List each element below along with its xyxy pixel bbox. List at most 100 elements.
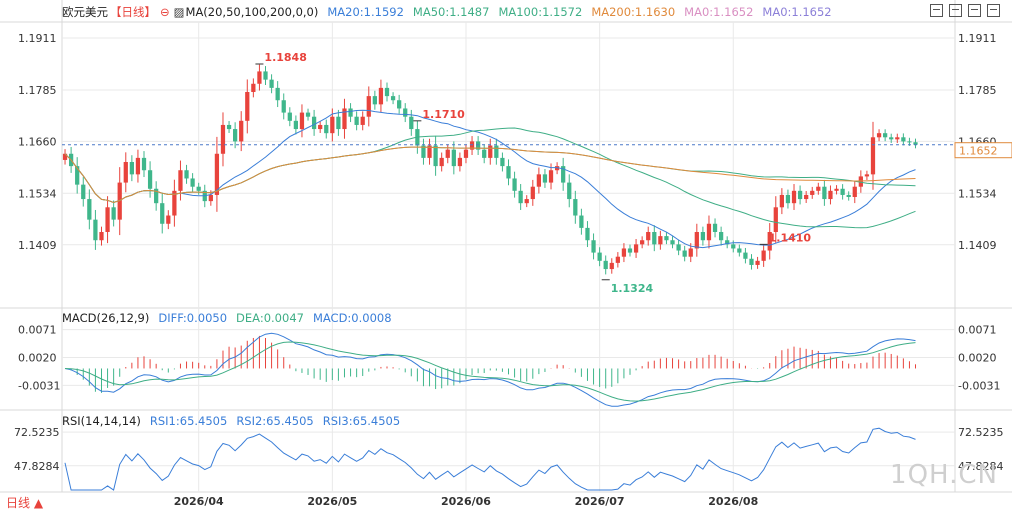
candle-body <box>354 116 359 125</box>
candle-body <box>93 219 98 241</box>
candle-body <box>895 137 900 140</box>
candle-body <box>214 153 220 195</box>
candle-body <box>822 186 827 200</box>
candle-body <box>864 174 870 177</box>
fullscreen-icon[interactable] <box>987 4 1000 17</box>
candle-body <box>597 252 602 261</box>
candle-body <box>554 166 560 171</box>
candle-body <box>518 190 523 204</box>
candle-body <box>160 203 165 224</box>
candle-body <box>251 83 256 92</box>
candle-body <box>275 87 280 101</box>
time-tick: 2026/07 <box>575 495 625 508</box>
price-tick-left: 1.1534 <box>18 187 57 200</box>
candle-body <box>372 96 377 105</box>
candle-body <box>858 176 863 187</box>
price-tick-right: 1.1534 <box>958 187 997 200</box>
candle-body <box>62 153 68 160</box>
current-price-label: 1.1652 <box>959 145 998 158</box>
candle-body <box>269 79 274 88</box>
candle-body <box>670 240 675 245</box>
candle-body <box>226 124 232 130</box>
candle-body <box>305 112 311 117</box>
candle-body <box>117 182 122 220</box>
candle-body <box>785 194 791 204</box>
rsi-label: RSI(14,14,14) <box>62 414 141 428</box>
candle-body <box>433 145 438 167</box>
zoom-out-icon[interactable] <box>968 4 981 17</box>
candle-body <box>208 194 213 202</box>
candle-body <box>99 232 104 241</box>
candle-body <box>123 162 128 183</box>
candle-body <box>652 232 657 245</box>
candle-body <box>494 145 499 158</box>
candle-body <box>378 87 384 105</box>
candle-body <box>233 129 238 142</box>
candle-body <box>190 178 195 187</box>
price-tick-right: 1.1409 <box>958 239 997 252</box>
macd-tick-right: 0.0071 <box>958 324 997 337</box>
candle-body <box>239 120 244 142</box>
candle-body <box>883 133 888 138</box>
candle-body <box>220 124 226 154</box>
main-header: 欧元美元 【日线】 ⊖ ▨MA(20,50,100,200,0,0) MA20:1.15… <box>62 4 841 20</box>
candle-body <box>336 116 341 130</box>
candle-body <box>828 190 833 200</box>
candle-body <box>482 149 487 158</box>
toolbar <box>930 4 1000 17</box>
symbol-label: 欧元美元 <box>62 5 108 19</box>
crosshair-icon[interactable] <box>930 4 943 17</box>
annotation-label: 1.1410 <box>769 231 812 244</box>
rsi-tick-left: 72.5235 <box>14 426 60 439</box>
candle-body <box>184 170 189 179</box>
settings-icon[interactable]: ⊖ <box>160 5 170 19</box>
candle-body <box>360 116 365 125</box>
candle-body <box>536 174 542 187</box>
period-label: 【日线】 <box>110 5 156 19</box>
zoom-in-icon[interactable] <box>949 4 962 17</box>
candle-body <box>834 188 839 191</box>
ma-label: MA(20,50,100,200,0,0) <box>185 5 319 19</box>
candle-body <box>342 108 347 130</box>
candle-body <box>603 260 608 270</box>
candle-body <box>287 112 292 121</box>
candle-body <box>451 149 456 167</box>
candle-body <box>676 244 681 251</box>
candle-body <box>457 157 463 167</box>
candle-body <box>397 100 402 109</box>
candle-body <box>761 250 766 261</box>
candle-body <box>876 133 882 138</box>
candle-body <box>901 137 906 142</box>
annotation-label: 1.1710 <box>422 108 465 121</box>
price-tick-left: 1.1785 <box>18 84 57 97</box>
period-button[interactable]: 日线 ▲ <box>6 496 44 510</box>
candle-body <box>366 96 371 117</box>
candle-body <box>129 162 134 175</box>
time-tick: 2026/06 <box>441 495 491 508</box>
ma20-line <box>64 109 916 249</box>
candle-body <box>646 232 651 241</box>
candle-body <box>870 137 876 175</box>
candle-body <box>324 124 329 134</box>
candle-body <box>530 186 535 200</box>
candle-body <box>725 240 730 245</box>
candle-body <box>445 149 450 158</box>
candle-body <box>810 190 815 195</box>
candle-body <box>907 141 912 143</box>
candle-body <box>87 199 92 220</box>
candle-body <box>852 186 857 197</box>
rsi1-value: RSI1:65.4505 <box>149 414 228 428</box>
macd-tick-right: -0.0031 <box>958 379 1000 392</box>
candle-body <box>718 232 724 241</box>
candle-body <box>640 240 645 245</box>
candle-body <box>403 108 408 117</box>
candle-body <box>75 166 80 185</box>
macd-dea-line <box>64 341 916 402</box>
candle-body <box>348 108 353 117</box>
candle-body <box>658 236 663 245</box>
candle-body <box>524 199 529 204</box>
candle-body <box>755 260 760 265</box>
candle-body <box>506 166 511 179</box>
candle-body <box>840 188 845 195</box>
macd-diff-line <box>64 332 916 407</box>
